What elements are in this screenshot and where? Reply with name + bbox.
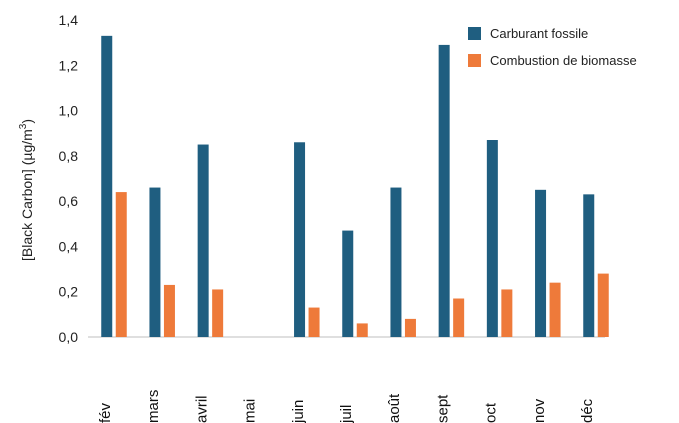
legend-swatch — [468, 54, 481, 67]
legend: Carburant fossile Combustion de biomasse — [468, 26, 637, 68]
y-tick-label: 0,2 — [59, 284, 79, 300]
x-category-label: mai — [242, 399, 259, 423]
bar-fossil — [535, 189, 547, 337]
x-category-label: sept — [434, 394, 451, 423]
bar-biomass — [597, 273, 609, 337]
bar-biomass — [549, 282, 561, 337]
bar-biomass — [453, 298, 465, 337]
y-axis-ticks: 0,0 0,2 0,4 0,6 0,8 1,0 1,2 1,4 — [59, 12, 79, 345]
bar-fossil — [583, 194, 595, 337]
y-axis-label-end: ) — [19, 119, 35, 124]
y-tick-label: 0,6 — [59, 193, 79, 209]
legend-label: Carburant fossile — [490, 26, 588, 41]
x-category-label: août — [386, 393, 403, 423]
bar-fossil — [294, 142, 306, 337]
y-axis-label-superscript: 3 — [18, 123, 29, 129]
y-tick-label: 1,0 — [59, 103, 79, 119]
x-category-label: mars — [145, 390, 162, 423]
bar-biomass — [356, 323, 368, 337]
bars — [101, 35, 609, 338]
bar-biomass — [404, 318, 416, 337]
x-category-label: déc — [579, 398, 596, 423]
bar-fossil — [486, 140, 498, 337]
x-category-label: avril — [193, 395, 210, 423]
y-tick-label: 1,4 — [59, 12, 79, 28]
y-tick-label: 0,4 — [59, 238, 79, 254]
bar-fossil — [101, 35, 113, 337]
y-tick-label: 0,0 — [59, 329, 79, 345]
x-category-label: fév — [97, 402, 114, 423]
y-tick-label: 0,8 — [59, 148, 79, 164]
x-axis-category-labels: fév mars avril mai juin juil août sept oct nov déc — [97, 390, 596, 423]
y-axis-label: [Black Carbon] (µg/m3) — [18, 119, 35, 261]
x-category-label: juil — [338, 405, 355, 423]
bar-fossil — [438, 44, 450, 338]
bar-biomass — [308, 307, 320, 337]
x-category-label: oct — [483, 402, 500, 423]
svg-text:[Black Carbon] (µg/m3): [Black Carbon] (µg/m3) — [18, 119, 35, 261]
bar-fossil — [149, 187, 161, 337]
bar-biomass — [212, 289, 224, 337]
legend-label: Combustion de biomasse — [490, 53, 637, 68]
x-category-label: juin — [290, 400, 307, 423]
legend-swatch — [468, 27, 481, 40]
x-category-label: nov — [531, 398, 548, 423]
y-axis-label-main: [Black Carbon] (µg/m — [19, 129, 35, 261]
bar-fossil — [342, 230, 354, 337]
bar-biomass — [163, 284, 175, 337]
bar-biomass — [501, 289, 513, 337]
bar-biomass — [115, 192, 127, 337]
bar-fossil — [390, 187, 402, 337]
y-tick-label: 1,2 — [59, 57, 79, 73]
bar-fossil — [197, 144, 209, 337]
